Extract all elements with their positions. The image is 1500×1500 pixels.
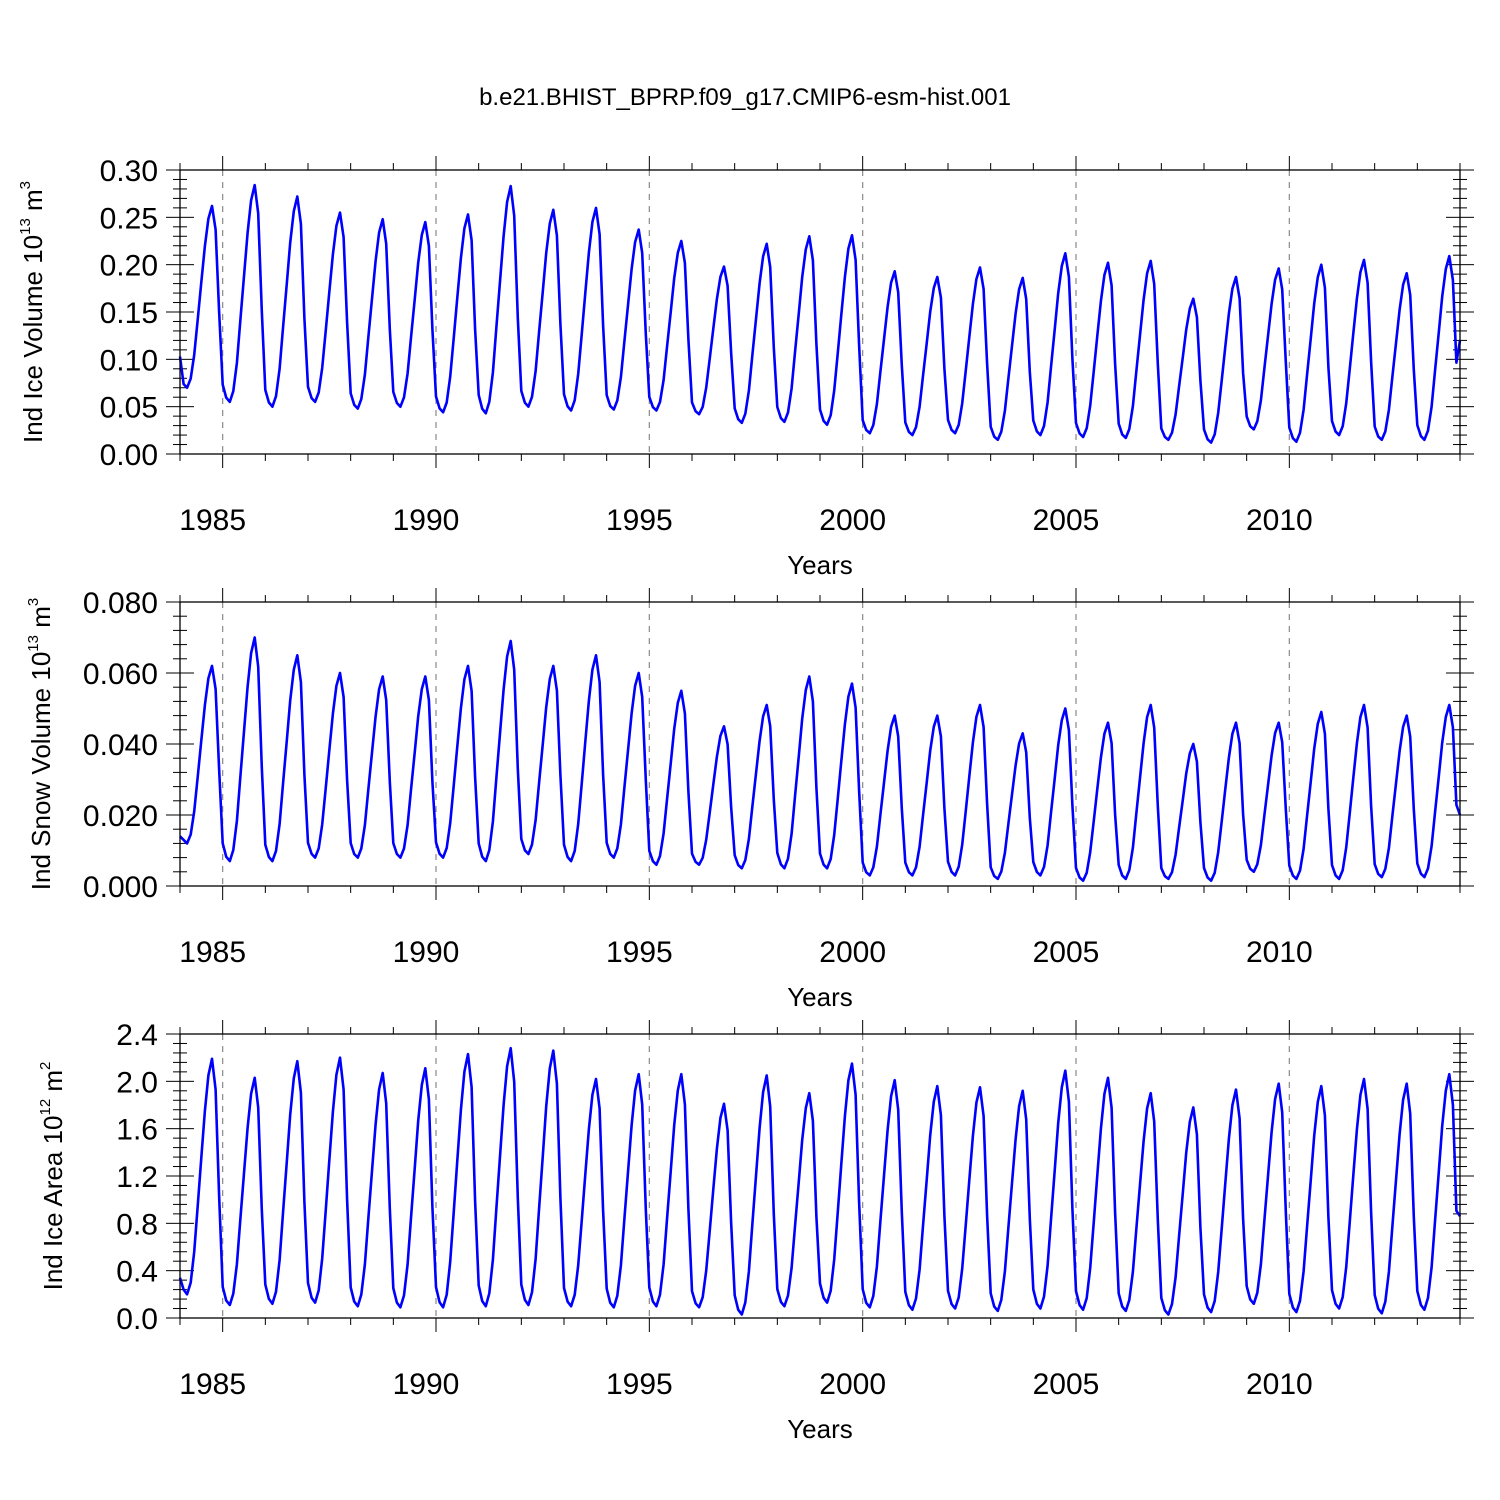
y-tick-label: 2.0 [116, 1066, 158, 1099]
x-tick-label: 2010 [1246, 936, 1313, 969]
snow-volume-panel: 0.000 0.020 0.040 0.060 0.080 1985 1990 1995 200… [25, 587, 1474, 1012]
y-tick-label: 0.10 [100, 344, 158, 377]
ice-area-series-line [178, 1046, 1462, 1316]
y-tick-label: 0.00 [100, 439, 158, 472]
x-tick-label: 2000 [819, 936, 886, 969]
x-tick-label: 1990 [393, 936, 460, 969]
y-tick-label: 0.000 [83, 871, 158, 904]
x-tick-label: 1995 [606, 936, 673, 969]
x-tick-label: 2005 [1033, 936, 1100, 969]
y-tick-label: 0.05 [100, 392, 158, 425]
x-tick-label: 2010 [1246, 504, 1313, 537]
plot-frame [179, 1033, 1461, 1319]
x-axis-label: Years [787, 1414, 853, 1444]
y-tick-label: 0.15 [100, 297, 158, 330]
y-tick-label: 0.040 [83, 729, 158, 762]
x-tick-label: 2000 [819, 504, 886, 537]
y-tick-label: 0.020 [83, 800, 158, 833]
ice-area-panel: 0.0 0.4 0.8 1.2 1.6 2.0 2.4 1985 1990 1995 2000 200… [37, 1019, 1474, 1444]
y-tick-label: 1.6 [116, 1114, 158, 1147]
ice-volume-series-line [178, 183, 1462, 444]
panels: 0.00 0.05 0.10 0.15 0.20 0.25 0.30 1985 1990 1995… [17, 155, 1474, 1444]
y-tick-label: 0.0 [116, 1303, 158, 1336]
x-tick-label: 2005 [1033, 504, 1100, 537]
plot-frame [179, 601, 1461, 887]
y-axis-label: Ind Ice Volume 1013 m3 [17, 181, 48, 443]
x-tick-label: 2000 [819, 1368, 886, 1401]
y-tick-label: 0.4 [116, 1256, 158, 1289]
x-axis-label: Years [787, 550, 853, 580]
y-tick-label: 0.080 [83, 587, 158, 620]
x-tick-label: 1995 [606, 1368, 673, 1401]
y-tick-label: 0.25 [100, 202, 158, 235]
y-axis-label: Ind Ice Area 1012 m2 [37, 1062, 68, 1291]
plot-frame [179, 169, 1461, 455]
y-tick-label: 0.20 [100, 250, 158, 283]
x-tick-label: 1985 [179, 936, 246, 969]
x-axis-label: Years [787, 982, 853, 1012]
ice-volume-panel: 0.00 0.05 0.10 0.15 0.20 0.25 0.30 1985 1990 1995… [17, 155, 1474, 580]
y-tick-label: 2.4 [116, 1019, 158, 1052]
figure-title: b.e21.BHIST_BPRP.f09_g17.CMIP6-esm-hist.… [479, 84, 1011, 111]
x-tick-label: 1990 [393, 1368, 460, 1401]
y-tick-label: 1.2 [116, 1161, 158, 1194]
x-tick-label: 1990 [393, 504, 460, 537]
x-tick-label: 1985 [179, 1368, 246, 1401]
x-tick-label: 1985 [179, 504, 246, 537]
x-tick-label: 1995 [606, 504, 673, 537]
snow-volume-series-line [179, 636, 1462, 883]
x-tick-label: 2010 [1246, 1368, 1313, 1401]
y-tick-label: 0.8 [116, 1208, 158, 1241]
x-tick-label: 2005 [1033, 1368, 1100, 1401]
y-tick-label: 0.30 [100, 155, 158, 188]
y-axis-label: Ind Snow Volume 1013 m3 [25, 598, 56, 890]
y-tick-label: 0.060 [83, 658, 158, 691]
